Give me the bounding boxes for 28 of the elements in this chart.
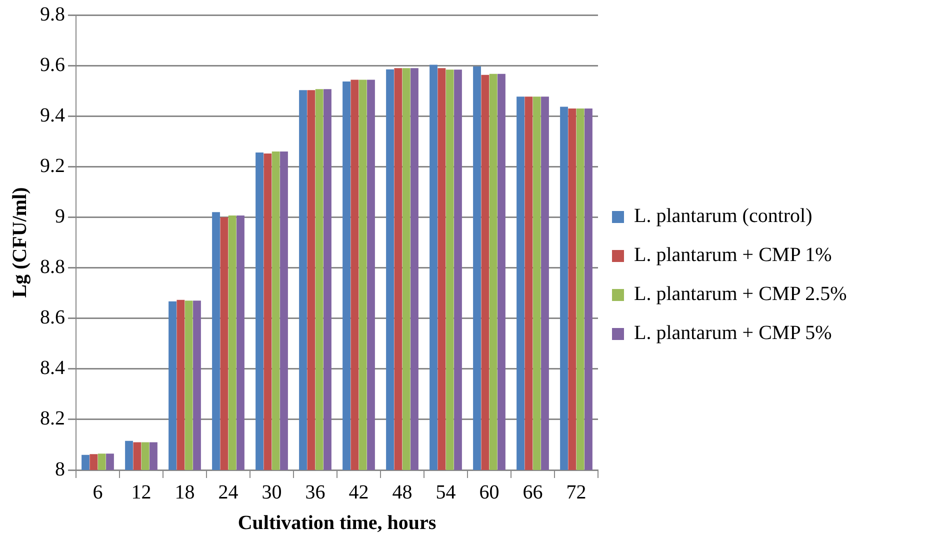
x-axis-title: Cultivation time, hours xyxy=(238,512,436,534)
y-tick-label: 8 xyxy=(55,458,65,480)
legend-label: L. plantarum + CMP 1% xyxy=(634,244,832,267)
y-tick-label: 8.8 xyxy=(40,256,65,278)
x-tick-label: 42 xyxy=(348,481,369,504)
x-tick-label: 24 xyxy=(218,481,238,504)
legend-label: L. plantarum + CMP 5% xyxy=(634,322,832,345)
y-axis-title: Lg (CFU/ml) xyxy=(9,187,32,298)
x-tick-label: 18 xyxy=(174,481,195,504)
x-tick-label: 6 xyxy=(92,481,103,504)
x-tick-label: 54 xyxy=(436,481,456,504)
y-tick-label: 9.6 xyxy=(40,54,65,76)
y-tick-label: 8.6 xyxy=(40,306,65,329)
y-tick-label: 9.8 xyxy=(40,3,65,26)
x-tick-label: 12 xyxy=(131,481,152,504)
x-tick-label: 30 xyxy=(262,481,282,504)
y-tick-label: 9 xyxy=(55,205,65,228)
x-tick-label: 66 xyxy=(522,481,543,504)
y-tick-label: 8.2 xyxy=(40,408,65,430)
legend-label: L. plantarum + CMP 2.5% xyxy=(634,283,847,306)
x-tick-label: 72 xyxy=(566,481,586,504)
x-tick-label: 60 xyxy=(479,481,500,504)
x-tick-label: 36 xyxy=(305,481,326,504)
x-tick-label: 48 xyxy=(392,481,412,504)
legend-label: L. plantarum (control) xyxy=(634,205,812,228)
y-tick-label: 9.2 xyxy=(40,154,65,177)
y-tick-label: 9.4 xyxy=(40,104,65,126)
y-tick-label: 8.4 xyxy=(40,357,65,380)
